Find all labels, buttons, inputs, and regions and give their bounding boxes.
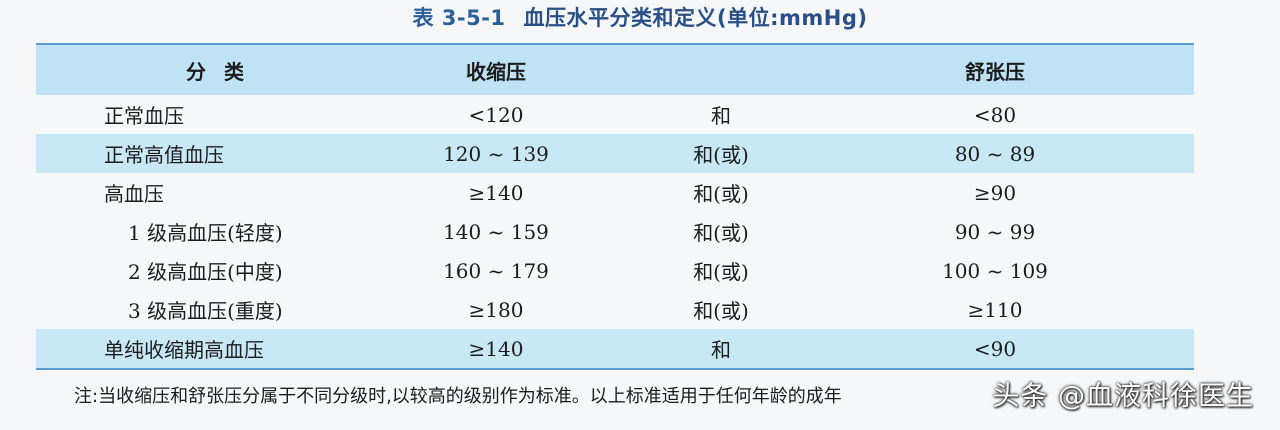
row-systolic: <120	[468, 102, 524, 127]
row-category: 单纯收缩期高血压	[104, 338, 264, 362]
row-systolic: 120 ~ 139	[443, 141, 549, 166]
table-row: 正常血压 <120 和 <80	[36, 95, 1194, 134]
row-conj: 和(或)	[693, 299, 749, 323]
row-category: 1 级高血压(轻度)	[128, 221, 283, 245]
row-category: 正常血压	[104, 104, 184, 128]
row-conj: 和(或)	[693, 143, 749, 167]
row-diastolic: 90 ~ 99	[954, 219, 1036, 244]
row-category: 2 级高血压(中度)	[128, 260, 283, 284]
row-systolic: ≥180	[468, 297, 524, 322]
table-caption: 表 3-5-1 血压水平分类和定义(单位:mmHg)	[0, 6, 1280, 30]
row-diastolic: ≥90	[973, 180, 1017, 205]
watermark: 头条 @血液科徐医生	[992, 381, 1254, 412]
row-diastolic: 80 ~ 89	[954, 141, 1036, 166]
table-row: 正常高值血压 120 ~ 139 和(或) 80 ~ 89	[36, 134, 1194, 173]
table-number: 表 3-5-1	[412, 6, 506, 30]
table-row: 2 级高血压(中度) 160 ~ 179 和(或) 100 ~ 109	[36, 251, 1194, 290]
row-diastolic: <80	[973, 102, 1017, 127]
bp-classification-table: 分类 收缩压 舒张压 正常血压 <120 和 <80 正常高值血压 120 ~ …	[36, 43, 1194, 370]
row-category: 正常高值血压	[104, 143, 224, 167]
row-conj: 和(或)	[693, 260, 749, 284]
header-systolic: 收缩压	[466, 59, 526, 84]
row-systolic: ≥140	[468, 336, 524, 361]
header-diastolic: 舒张压	[965, 59, 1025, 84]
table-row: 1 级高血压(轻度) 140 ~ 159 和(或) 90 ~ 99	[36, 212, 1194, 251]
row-category: 3 级高血压(重度)	[128, 299, 283, 323]
row-conj: 和	[711, 338, 731, 362]
table-row: 单纯收缩期高血压 ≥140 和 <90	[36, 329, 1194, 368]
row-systolic: 140 ~ 159	[443, 219, 549, 244]
header-category: 分类	[186, 59, 262, 84]
row-systolic: 160 ~ 179	[443, 258, 549, 283]
row-conj: 和	[711, 104, 731, 128]
row-conj: 和(或)	[693, 221, 749, 245]
row-category: 高血压	[104, 182, 164, 206]
row-diastolic: ≥110	[967, 297, 1023, 322]
table-header: 分类 收缩压 舒张压	[36, 45, 1194, 95]
table-note: 注:当收缩压和舒张压分属于不同分级时,以较高的级别作为标准。以上标准适用于任何年…	[74, 386, 842, 407]
row-diastolic: <90	[973, 336, 1017, 361]
table-row: 高血压 ≥140 和(或) ≥90	[36, 173, 1194, 212]
row-conj: 和(或)	[693, 182, 749, 206]
table-title: 血压水平分类和定义(单位:mmHg)	[523, 6, 868, 30]
row-diastolic: 100 ~ 109	[942, 258, 1048, 283]
row-systolic: ≥140	[468, 180, 524, 205]
table-row: 3 级高血压(重度) ≥180 和(或) ≥110	[36, 290, 1194, 329]
